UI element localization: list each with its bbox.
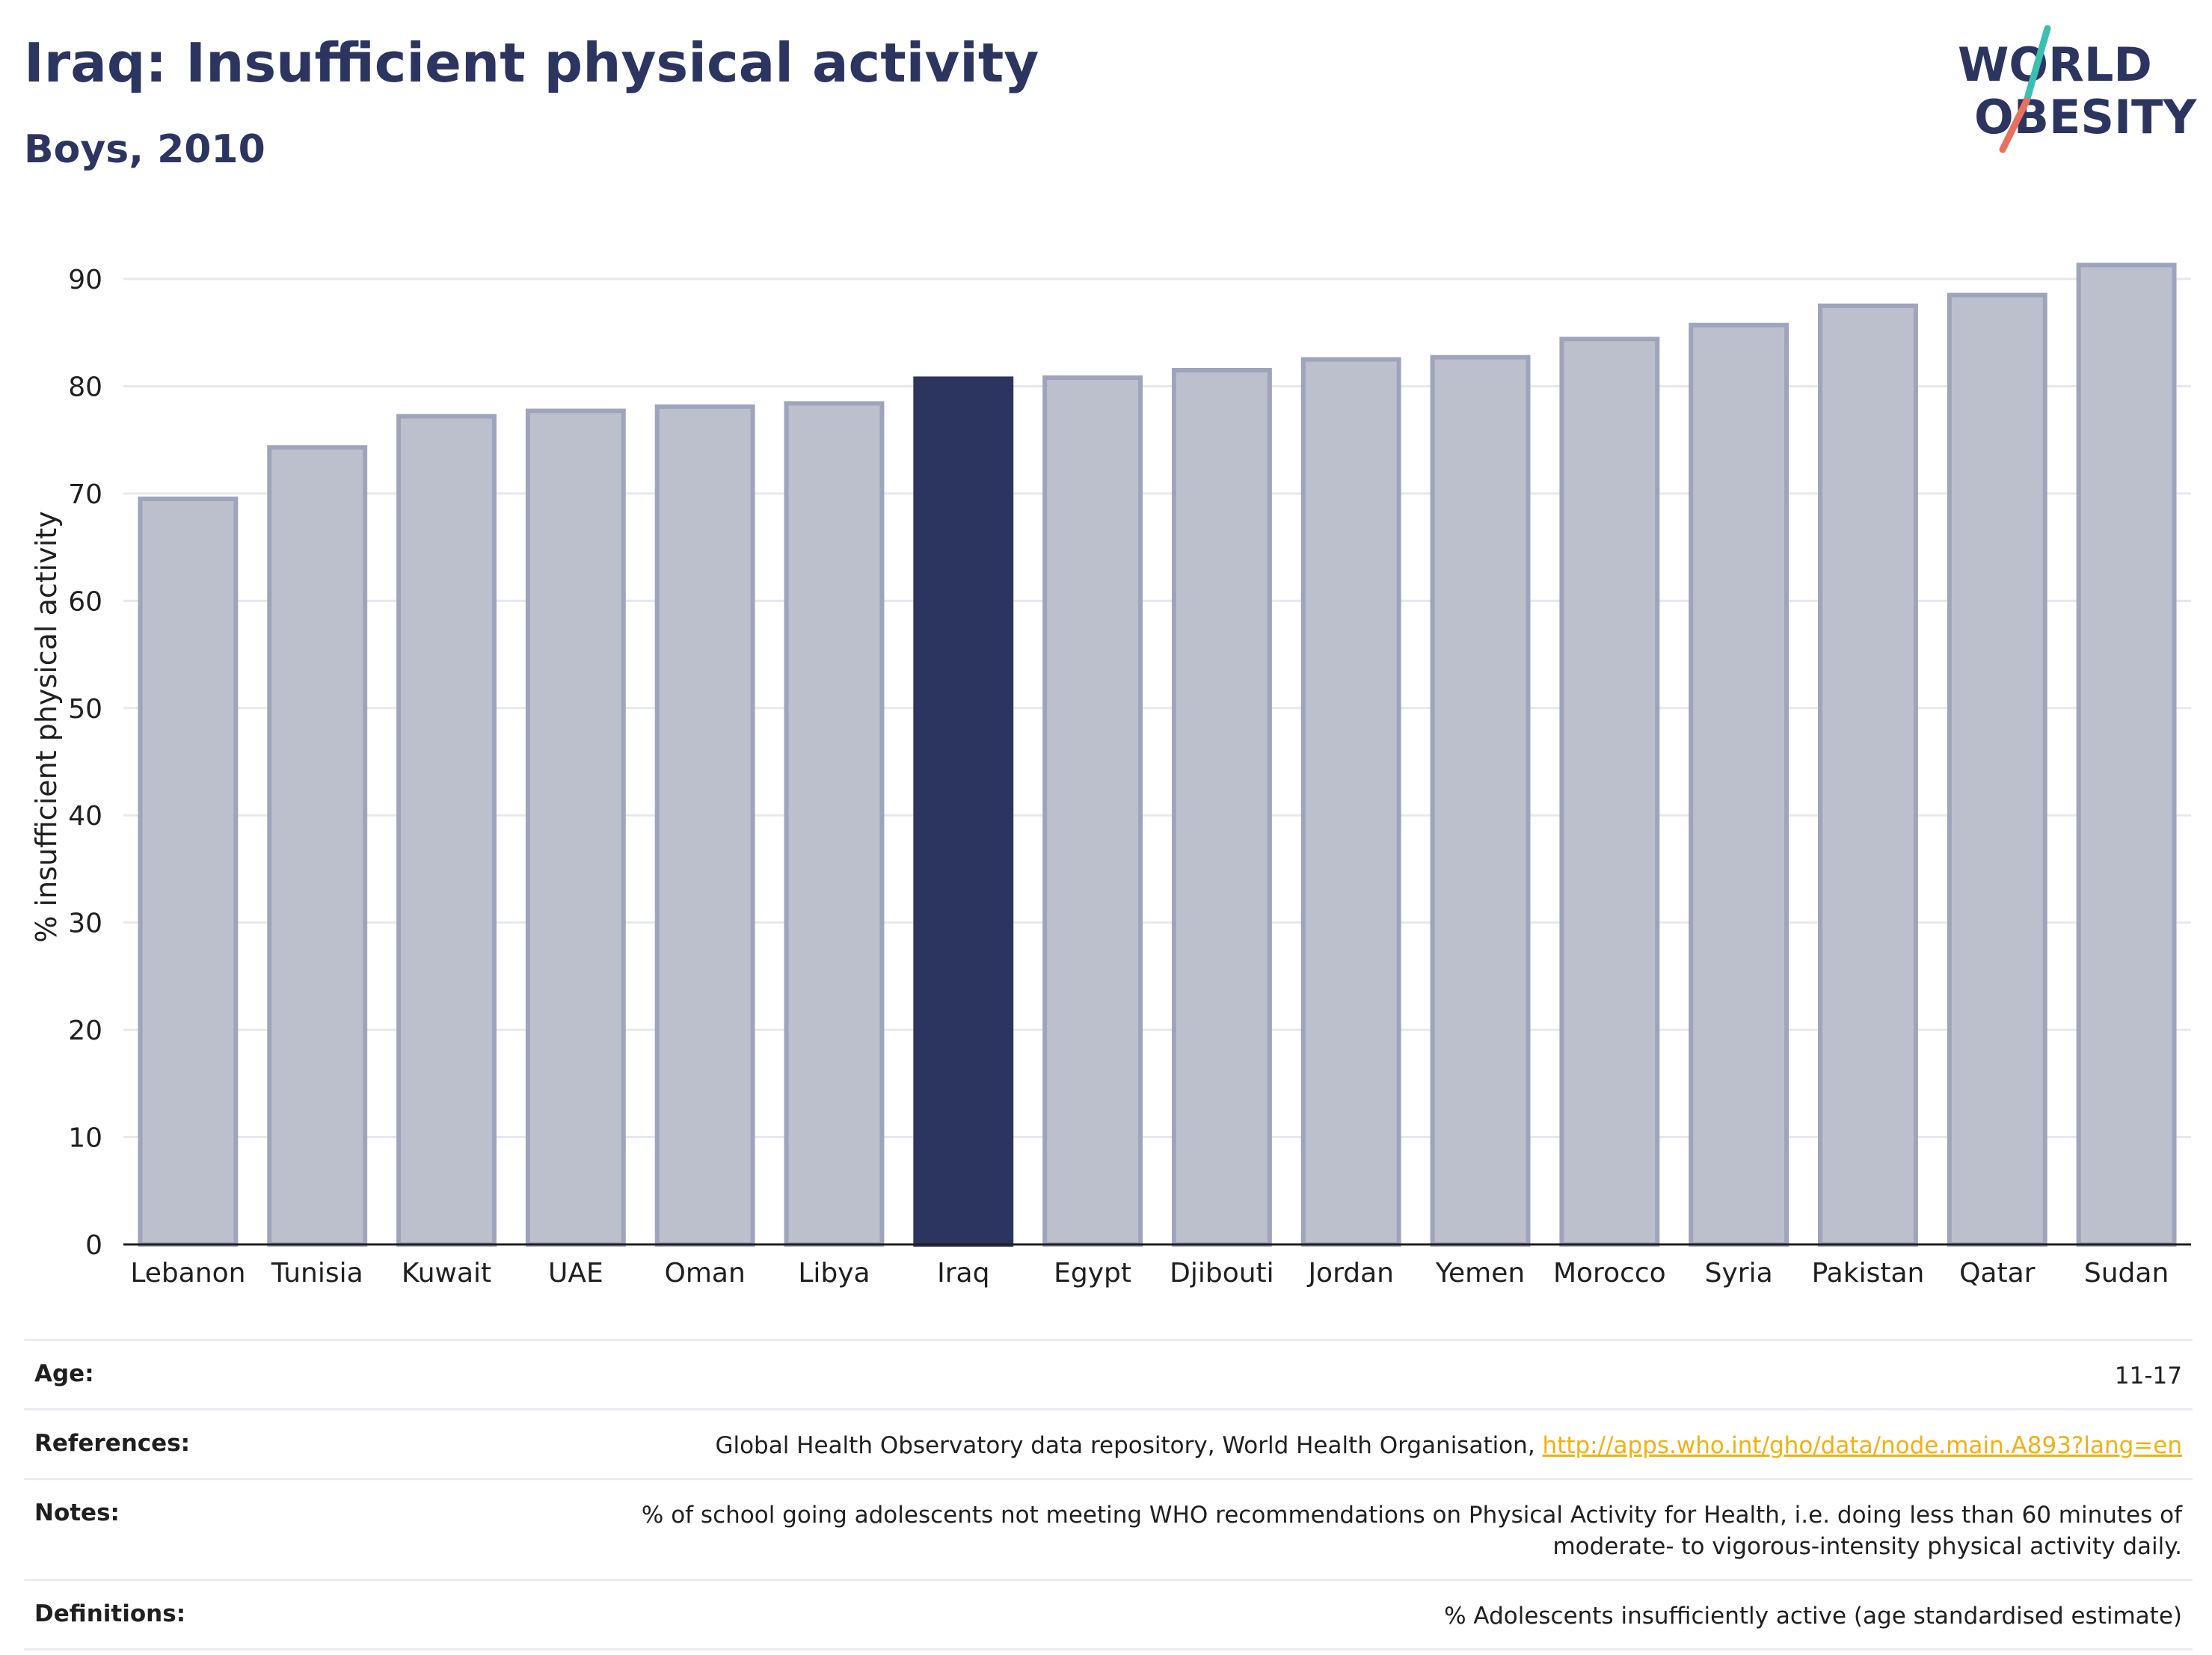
bar — [1430, 354, 1531, 1247]
y-tick-label: 30 — [68, 909, 102, 939]
meta-row-age: Age: 11-17 — [24, 1339, 2193, 1408]
x-tick-label: Sudan — [2084, 1258, 2169, 1289]
bar — [2076, 262, 2177, 1247]
logo-slash-teal — [2023, 25, 2051, 105]
chart-title: Iraq: Insufficient physical activity — [24, 31, 1039, 94]
x-tick-label: Djibouti — [1170, 1258, 1274, 1289]
bar — [654, 404, 755, 1247]
references-link[interactable]: http://apps.who.int/gho/data/node.main.A… — [1542, 1432, 2182, 1459]
x-tick-label: UAE — [548, 1258, 603, 1289]
x-tick-label: Lebanon — [130, 1258, 245, 1289]
notes-value: % of school going adolescents not meetin… — [641, 1502, 2182, 1560]
age-label: Age: — [34, 1360, 94, 1387]
x-tick-label: Iraq — [937, 1258, 989, 1289]
logo-slash-coral — [1999, 97, 2030, 153]
chart-subtitle: Boys, 2010 — [24, 127, 265, 172]
logo-text-world: WORLD — [1958, 37, 2152, 92]
y-tick-label: 80 — [68, 372, 102, 402]
bar — [267, 445, 368, 1247]
bar — [138, 497, 239, 1247]
bar-highlighted — [913, 376, 1014, 1247]
references-label: References: — [34, 1430, 191, 1457]
x-tick-label: Egypt — [1054, 1258, 1131, 1289]
definitions-label: Definitions: — [34, 1600, 186, 1627]
y-tick-label: 60 — [68, 586, 102, 617]
bar — [1171, 367, 1272, 1247]
x-tick-label: Oman — [665, 1258, 746, 1289]
y-tick-label: 0 — [85, 1230, 102, 1261]
bar — [784, 401, 885, 1247]
y-tick-label: 70 — [68, 479, 102, 510]
bar — [1559, 337, 1660, 1247]
axes: 0 10 20 30 40 50 60 70 80 90 Lebanon Tunisia Kuwait U… — [68, 265, 2191, 1289]
bar — [1689, 322, 1789, 1247]
x-tick-label: Syria — [1705, 1258, 1773, 1289]
bar — [1042, 375, 1143, 1247]
meta-row-notes: Notes: % of school going adolescents not… — [24, 1478, 2193, 1579]
notes-label: Notes: — [34, 1499, 120, 1526]
bar — [1818, 303, 1918, 1247]
x-tick-label: Kuwait — [402, 1258, 491, 1289]
y-tick-label: 90 — [68, 265, 102, 295]
bars — [138, 262, 2177, 1247]
y-tick-label: 40 — [68, 801, 102, 832]
bar — [1947, 292, 2047, 1247]
references-text: Global Health Observatory data repositor… — [715, 1432, 1543, 1459]
bar — [396, 414, 497, 1247]
bar-chart: 0 10 20 30 40 50 60 70 80 90 Lebanon Tunisia Kuwait U… — [30, 262, 2191, 1289]
age-value: 11-17 — [2114, 1363, 2182, 1390]
x-tick-label: Qatar — [1959, 1258, 2036, 1289]
x-tick-label: Jordan — [1306, 1258, 1394, 1289]
meta-row-references: References: Global Health Observatory da… — [24, 1408, 2193, 1478]
y-tick-label: 10 — [68, 1123, 102, 1154]
definitions-value: % Adolescents insufficiently active (age… — [1444, 1603, 2182, 1630]
bar — [525, 408, 626, 1247]
x-tick-label: Libya — [798, 1258, 870, 1289]
metadata-table: Age: 11-17 References: Global Health Obs… — [24, 1339, 2193, 1651]
y-axis-label: % insufficient physical activity — [30, 511, 63, 942]
y-tick-label: 50 — [68, 694, 102, 725]
meta-row-definitions: Definitions: % Adolescents insufficientl… — [24, 1579, 2193, 1651]
references-value: Global Health Observatory data repositor… — [715, 1430, 2182, 1461]
x-tick-label: Tunisia — [271, 1258, 363, 1289]
x-tick-label: Morocco — [1553, 1258, 1666, 1289]
y-tick-label: 20 — [68, 1016, 102, 1046]
bar — [1300, 357, 1401, 1247]
world-obesity-logo: WORLD OBESITY — [1958, 25, 2197, 153]
x-tick-label: Yemen — [1435, 1258, 1525, 1289]
x-tick-label: Pakistan — [1812, 1258, 1925, 1289]
